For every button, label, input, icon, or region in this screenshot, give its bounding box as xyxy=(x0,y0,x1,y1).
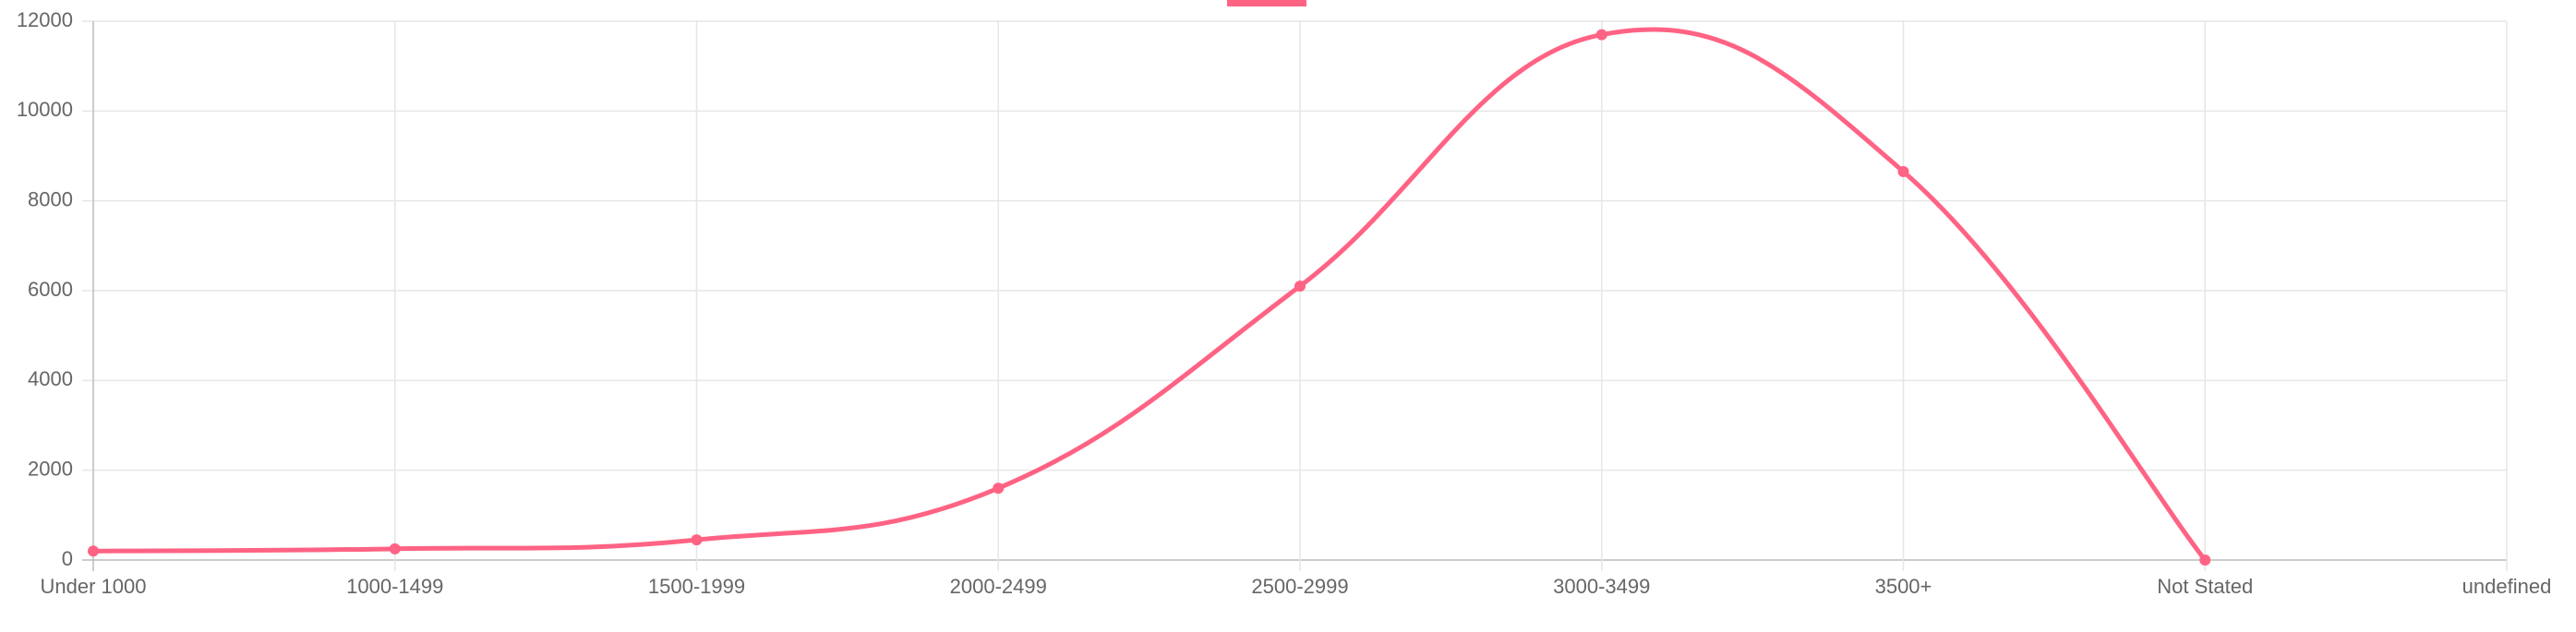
x-tick-label: 2500-2999 xyxy=(1251,575,1348,598)
x-tick-label: 2000-2499 xyxy=(950,575,1047,598)
point xyxy=(88,545,99,557)
x-tick-label: Under 1000 xyxy=(41,575,147,598)
point xyxy=(1595,29,1607,41)
y-tick-label: 10000 xyxy=(17,98,73,121)
x-tick-label: 1000-1499 xyxy=(346,575,443,598)
y-tick-label: 8000 xyxy=(28,187,73,210)
x-tick-label: 3500+ xyxy=(1875,575,1932,598)
y-tick-label: 0 xyxy=(62,547,73,570)
x-tick-label: Not Stated xyxy=(2157,575,2253,598)
point xyxy=(1897,166,1909,178)
point xyxy=(1294,280,1306,292)
x-tick-label: undefined xyxy=(2462,575,2552,598)
point xyxy=(2199,554,2211,566)
point xyxy=(993,483,1005,495)
legend-swatch xyxy=(1227,0,1306,6)
y-tick-label: 6000 xyxy=(28,278,73,301)
point xyxy=(691,534,703,546)
y-tick-label: 2000 xyxy=(28,457,73,480)
y-tick-label: 4000 xyxy=(28,367,73,390)
point xyxy=(389,543,401,554)
x-tick-label: 3000-3499 xyxy=(1553,575,1650,598)
y-tick-label: 12000 xyxy=(17,8,73,31)
x-tick-label: 1500-1999 xyxy=(648,575,745,598)
line xyxy=(92,27,2208,562)
